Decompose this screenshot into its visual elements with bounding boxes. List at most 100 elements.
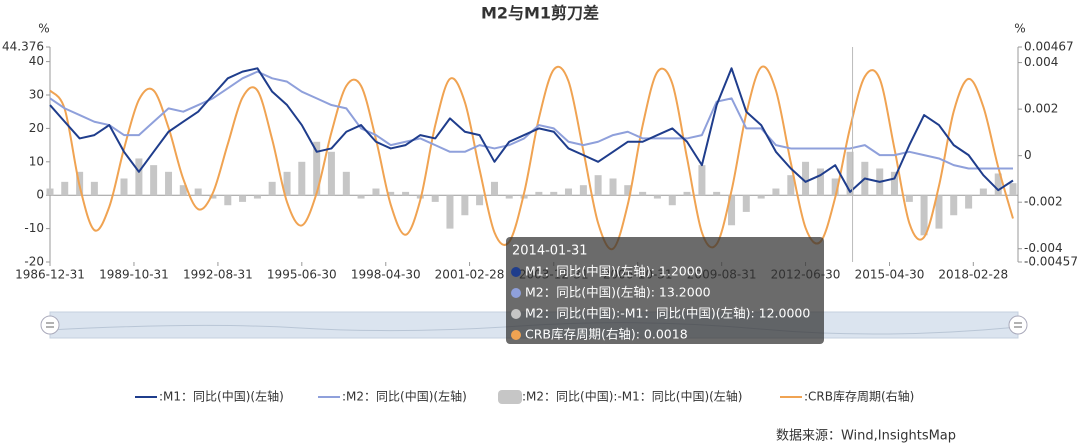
bar <box>253 195 261 199</box>
tooltip-dot <box>511 288 521 298</box>
bar <box>165 171 173 196</box>
slider-handle-right[interactable] <box>1008 315 1028 335</box>
x-tick-label: 2015-04-30 <box>855 268 925 282</box>
x-tick-label: 1986-12-31 <box>15 268 85 282</box>
x-tick-label: 1989-10-31 <box>99 268 169 282</box>
bar <box>653 195 661 199</box>
slider-handle-left[interactable] <box>40 315 60 335</box>
bar <box>179 185 187 196</box>
y-tick-label: 20 <box>29 121 44 135</box>
y-unit: % <box>38 22 49 36</box>
bar <box>564 188 572 196</box>
tooltip-item: M2：同比(中国)(左轴): 13.2000 <box>525 285 711 300</box>
y-tick-label: -20 <box>24 255 44 269</box>
y-tick-label: 44.376 <box>2 40 44 54</box>
tooltip-item: M2：同比(中国):-M1：同比(中国)(左轴): 12.0000 <box>525 306 810 321</box>
legend-label: :M2：同比(中国):-M1：同比(中国)(左轴) <box>522 389 742 404</box>
x-tick-label: 1992-08-31 <box>183 268 253 282</box>
bar <box>209 195 217 199</box>
y2-tick-label: 0.00467 <box>1024 40 1074 54</box>
bar <box>831 178 839 196</box>
tooltip-title: 2014-01-31 <box>512 244 588 259</box>
legend-label: :M1：同比(中国)(左轴) <box>159 389 284 404</box>
bar <box>1009 183 1017 196</box>
bar <box>90 181 98 196</box>
chart-title: M2与M1剪刀差 <box>481 4 599 23</box>
bar <box>224 195 232 206</box>
bar <box>357 195 365 199</box>
bar <box>935 195 943 229</box>
bar <box>639 191 647 196</box>
bar <box>431 195 439 202</box>
handle-grip <box>46 322 54 328</box>
bar <box>505 195 513 199</box>
bar <box>772 188 780 196</box>
y-tick-label: 40 <box>29 54 44 68</box>
x-tick-label: 1995-06-30 <box>267 268 337 282</box>
bar <box>327 151 335 196</box>
bar <box>787 175 795 196</box>
bar <box>683 191 691 196</box>
source-note: 数据来源：Wind,InsightsMap <box>776 429 956 444</box>
tooltip-dot <box>511 330 521 340</box>
bar <box>194 188 202 196</box>
bar <box>342 171 350 196</box>
bar <box>535 191 543 196</box>
bar <box>594 175 602 196</box>
x-tick-label: 2001-02-28 <box>435 268 505 282</box>
bar <box>120 178 128 196</box>
legend-swatch <box>498 390 522 404</box>
x-tick-label: 1998-04-30 <box>351 268 421 282</box>
bar <box>461 195 469 216</box>
legend-item[interactable]: :M2：同比(中国)(左轴) <box>318 389 467 404</box>
bar <box>728 195 736 226</box>
y-tick-label: 30 <box>29 88 44 102</box>
y-tick-label: 10 <box>29 154 44 168</box>
bar <box>890 171 898 196</box>
tooltip-item: CRB库存周期(右轴): 0.0018 <box>525 327 688 342</box>
tooltip-dot <box>511 309 521 319</box>
bar <box>239 195 247 202</box>
bar <box>61 181 69 196</box>
tooltip-box <box>506 237 824 344</box>
y2-unit: % <box>1014 22 1025 36</box>
bar <box>742 195 750 212</box>
legend-label: :M2：同比(中国)(左轴) <box>342 389 467 404</box>
bar <box>757 195 765 199</box>
bar <box>150 165 158 196</box>
bar <box>402 191 410 196</box>
bar <box>387 191 395 196</box>
bar <box>698 165 706 196</box>
bar <box>846 151 854 196</box>
bar <box>802 161 810 196</box>
bar <box>579 185 587 196</box>
bar <box>372 188 380 196</box>
y2-tick-label: -0.004 <box>1024 241 1063 255</box>
bar <box>298 161 306 196</box>
bar <box>609 178 617 196</box>
bar <box>816 168 824 196</box>
bar <box>905 195 913 202</box>
bar <box>950 195 958 216</box>
bar <box>668 195 676 206</box>
bar <box>965 195 973 209</box>
legend-label: :CRB库存周期(右轴) <box>804 389 914 404</box>
x-tick-label: 2018-02-28 <box>938 268 1008 282</box>
tooltip-item: M1：同比(中国)(左轴): 1.2000 <box>525 264 703 279</box>
bar <box>490 181 498 196</box>
legend-item[interactable]: :M1：同比(中国)(左轴) <box>135 389 284 404</box>
y2-tick-label: 0.002 <box>1024 102 1058 116</box>
y2-tick-label: -0.002 <box>1024 195 1063 209</box>
y2-tick-label: -0.00457 <box>1024 255 1078 269</box>
y2-tick-label: 0 <box>1024 148 1032 162</box>
legend-item[interactable]: :M2：同比(中国):-M1：同比(中国)(左轴) <box>498 389 742 405</box>
bar <box>624 185 632 196</box>
bar <box>313 141 321 196</box>
handle-grip <box>1014 322 1022 328</box>
bar <box>920 195 928 236</box>
legend-item[interactable]: :CRB库存周期(右轴) <box>780 389 914 404</box>
y2-tick-label: 0.004 <box>1024 55 1058 69</box>
y-tick-label: -10 <box>24 221 44 235</box>
